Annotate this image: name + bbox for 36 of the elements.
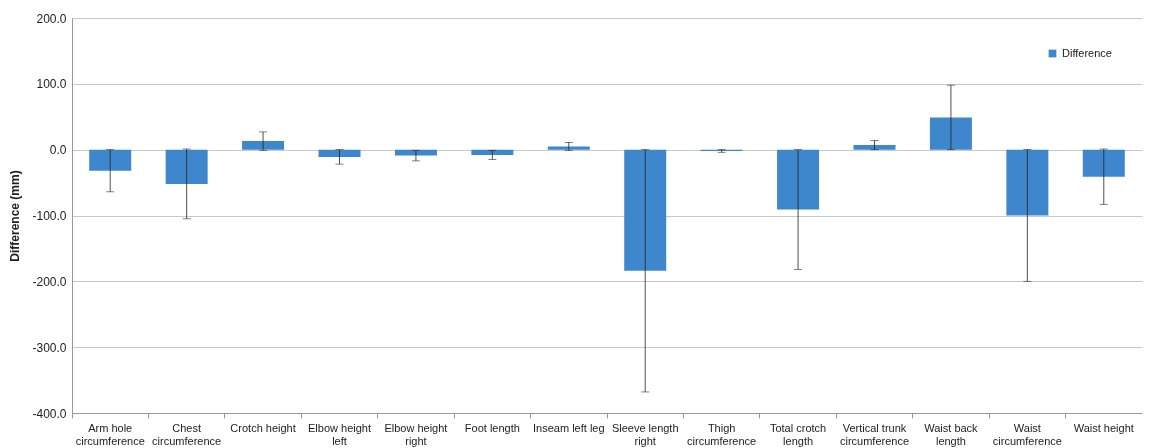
y-tick-label: -200.0 — [32, 274, 67, 289]
x-tick-label: Waist circumference — [992, 421, 1062, 447]
x-tick-label: Sleeve length right — [611, 421, 679, 447]
bar — [318, 149, 361, 157]
bar — [777, 149, 820, 210]
x-tick-label: Thigh circumference — [687, 421, 757, 447]
y-tick-label: -300.0 — [32, 340, 67, 355]
x-tick-label: Crotch height — [230, 421, 296, 434]
bar — [624, 149, 667, 271]
x-tick-label: Waist back length — [924, 421, 979, 447]
bar — [1006, 149, 1049, 216]
x-tick-label: Inseam left leg — [533, 421, 605, 434]
y-tick-label: 200.0 — [36, 11, 67, 26]
bar — [853, 145, 896, 150]
x-tick-label: Vertical trunk circumference — [839, 421, 910, 447]
x-tick-label: Elbow height left — [308, 421, 371, 447]
bar — [165, 149, 208, 184]
x-tick-label: Total crotch length — [769, 421, 827, 447]
bar — [89, 149, 132, 171]
bar — [471, 149, 514, 155]
x-tick-label: Foot length — [464, 421, 520, 434]
bar — [929, 117, 972, 150]
bar — [1082, 149, 1125, 177]
y-tick-label: 0.0 — [49, 143, 67, 158]
x-tick-label: Chest circumference — [152, 421, 222, 447]
y-tick-label: -100.0 — [32, 209, 67, 223]
bar — [242, 141, 285, 150]
x-tick-label: Arm hole circumference — [75, 421, 145, 447]
bar — [394, 149, 437, 156]
y-tick-label: -400.0 — [32, 406, 67, 421]
x-tick-label: Waist height — [1073, 421, 1134, 434]
y-tick-label: 100.0 — [36, 77, 67, 92]
bar — [547, 146, 590, 150]
x-tick-label: Elbow height right — [384, 421, 448, 447]
legend-label: Difference — [1062, 46, 1112, 59]
y-axis-title: Difference (mm) — [8, 170, 23, 262]
